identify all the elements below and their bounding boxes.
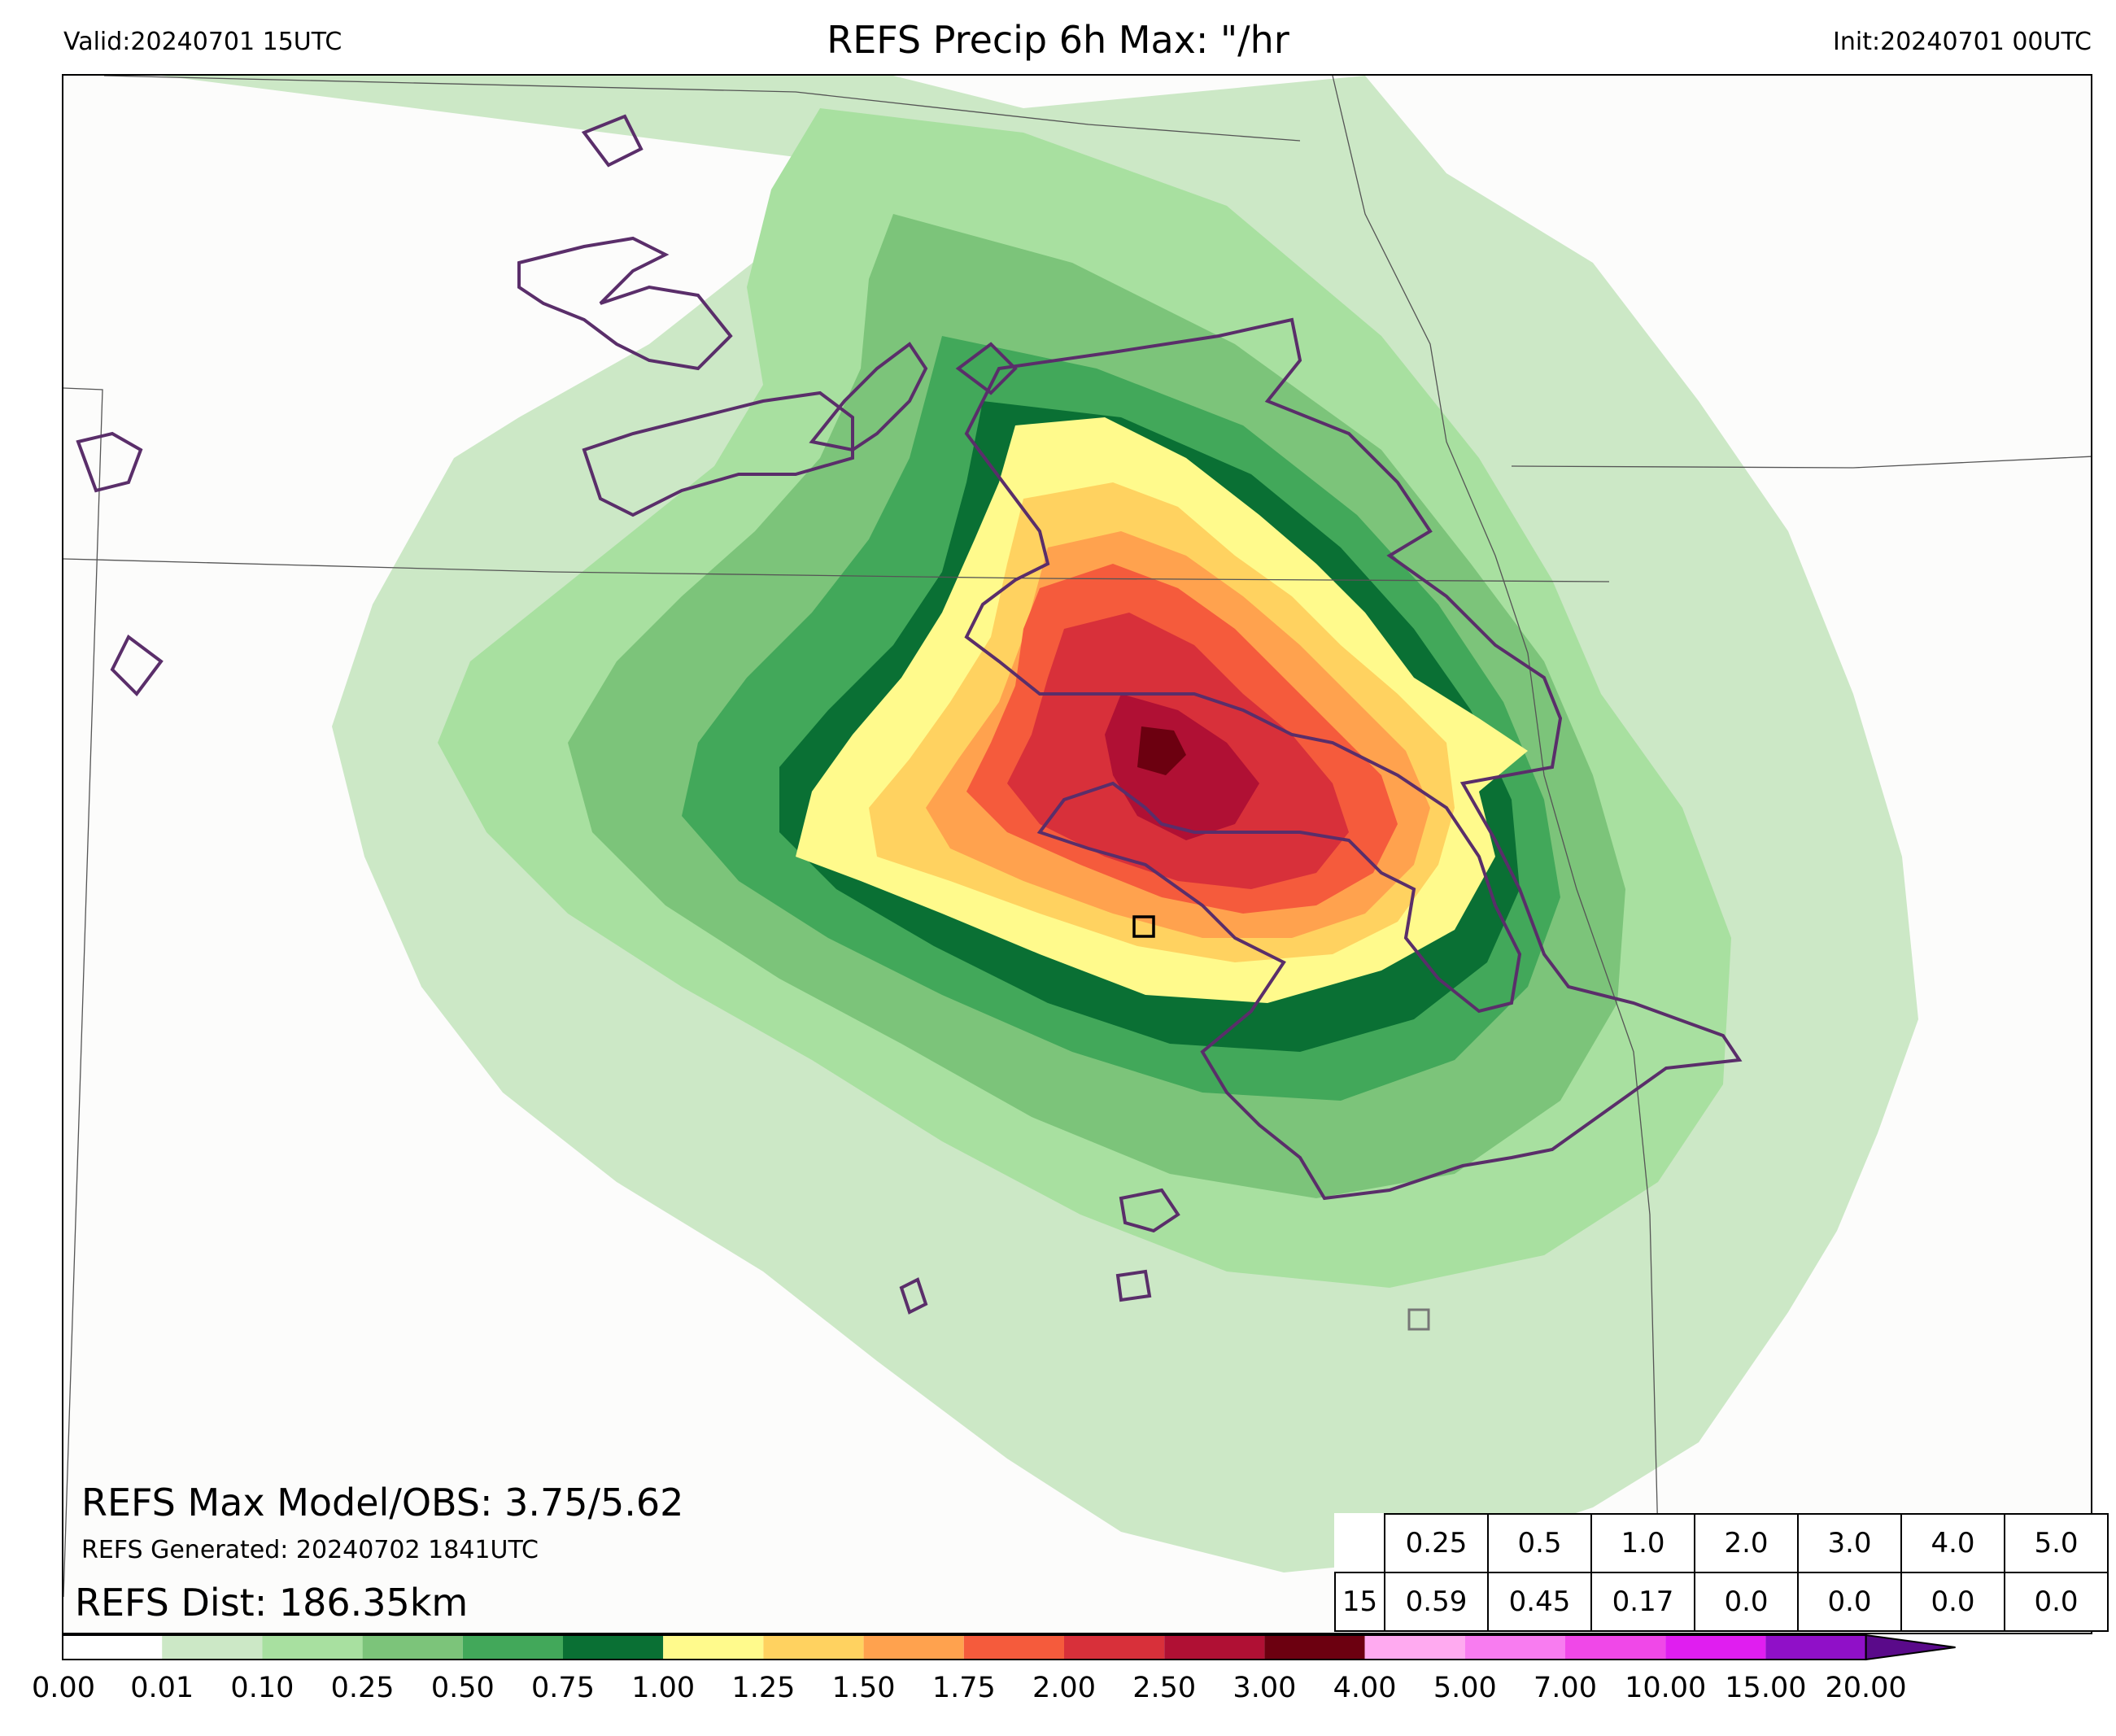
prob-value-1: 0.59 [1384, 1572, 1489, 1632]
colorbar-tick-label: 10.00 [1625, 1672, 1707, 1704]
obs-contours [76, 114, 1743, 1315]
state-border-east [1332, 76, 1659, 1541]
colorbar-tick-label: 0.00 [32, 1672, 95, 1704]
colorbar-tick-label: 5.00 [1433, 1672, 1497, 1704]
prob-threshold-1: 0.25 [1384, 1513, 1489, 1573]
prob-table-hour: 15 [1334, 1572, 1385, 1632]
prob-threshold-7: 5.0 [2004, 1513, 2109, 1573]
prob-table-corner [1335, 1514, 1385, 1572]
colorbar-outline [62, 1634, 1867, 1660]
colorbar-segment-5 [563, 1635, 664, 1660]
colorbar-segment-0 [62, 1635, 163, 1660]
colorbar-tick-label: 0.25 [330, 1672, 395, 1704]
precip-map [62, 74, 2092, 1634]
precip-map-canvas [63, 76, 2091, 1598]
probability-table: 0.25 0.5 1.0 2.0 3.0 4.0 5.0 15 0.59 0.4… [1334, 1513, 2109, 1632]
prob-value-4: 0.0 [1694, 1572, 1799, 1632]
prob-value-6: 0.0 [1900, 1572, 2005, 1632]
colorbar-segment-4 [462, 1635, 563, 1660]
colorbar-tick-label: 7.00 [1534, 1672, 1597, 1704]
obs-contour-left [582, 390, 854, 517]
precip-shading [161, 76, 1918, 1572]
colorbar-tick-label: 1.75 [931, 1672, 996, 1704]
colorbar-tick-label: 15.00 [1725, 1672, 1807, 1704]
prob-threshold-3: 1.0 [1590, 1513, 1695, 1573]
colorbar-tick-label: 3.00 [1233, 1672, 1297, 1704]
colorbar-segment-17 [1765, 1635, 1866, 1660]
colorbar-segment-12 [1264, 1635, 1365, 1660]
prob-table-value-row: 15 0.59 0.45 0.17 0.0 0.0 0.0 0.0 [1334, 1572, 2109, 1632]
colorbar-segment-1 [162, 1635, 263, 1660]
colorbar-tick-label: 4.00 [1333, 1672, 1397, 1704]
obs-contour-mid [809, 342, 928, 452]
prob-value-3: 0.17 [1590, 1572, 1695, 1632]
colorbar-tick-label: 0.50 [430, 1672, 495, 1704]
colorbar-segment-14 [1464, 1635, 1565, 1660]
colorbar-tick-label: 1.00 [631, 1672, 696, 1704]
state-borders [63, 76, 2091, 1598]
colorbar-segment-9 [963, 1635, 1064, 1660]
colorbar-tick-label: 1.50 [831, 1672, 896, 1704]
colorbar-tick-label: 2.50 [1132, 1672, 1197, 1704]
colorbar-segment-3 [362, 1635, 463, 1660]
state-border-upper [103, 76, 1301, 142]
colorbar-segment-2 [262, 1635, 363, 1660]
obs-contour-main [964, 317, 1743, 1201]
colorbar-segment-13 [1364, 1635, 1465, 1660]
obs-contour-small-1 [955, 342, 1018, 395]
obs-contour-south [1119, 1188, 1180, 1233]
colorbar [62, 1633, 1956, 1661]
precip-band-3.00 [1137, 726, 1186, 775]
colorbar-segment-7 [763, 1635, 864, 1660]
obs-contour-blob-2 [1115, 1269, 1152, 1302]
colorbar-segment-10 [1064, 1635, 1165, 1660]
prob-value-7: 0.0 [2004, 1572, 2109, 1632]
obs-contour-nw [517, 236, 733, 371]
colorbar-segment-15 [1565, 1635, 1666, 1660]
prob-threshold-6: 4.0 [1900, 1513, 2005, 1573]
colorbar-tick-label: 0.10 [230, 1672, 294, 1704]
prob-table-header-row: 0.25 0.5 1.0 2.0 3.0 4.0 5.0 [1335, 1513, 2109, 1573]
colorbar-segment-8 [863, 1635, 964, 1660]
obs-contour-west [76, 431, 143, 493]
colorbar-segment-6 [663, 1635, 764, 1660]
prob-threshold-4: 2.0 [1694, 1513, 1799, 1573]
colorbar-extend-arrow [1865, 1633, 1956, 1661]
colorbar-tick-label: 1.25 [731, 1672, 796, 1704]
generated-label: REFS Generated: 20240702 1841UTC [81, 1536, 539, 1564]
obs-marker [1407, 1308, 1430, 1331]
distance-label: REFS Dist: 186.35km [75, 1581, 469, 1625]
colorbar-tick-label: 20.00 [1825, 1672, 1907, 1704]
init-time-label: Init:20240701 00UTC [1833, 28, 2092, 56]
state-border-right [1511, 456, 2091, 469]
valid-time-label: Valid:20240701 15UTC [63, 28, 342, 56]
state-border-north [63, 387, 103, 1598]
max-model-obs-label: REFS Max Model/OBS: 3.75/5.62 [81, 1481, 684, 1524]
colorbar-tick-label: 0.75 [531, 1672, 595, 1704]
colorbar-segment-11 [1164, 1635, 1265, 1660]
obs-contour-small-2 [110, 634, 164, 697]
obs-contour-blob-1 [581, 114, 644, 168]
prob-threshold-5: 3.0 [1797, 1513, 1902, 1573]
prob-value-2: 0.45 [1487, 1572, 1592, 1632]
obs-contour-small-3 [899, 1277, 928, 1315]
colorbar-tick-label: 0.01 [130, 1672, 194, 1704]
max-model-marker [1132, 915, 1155, 938]
map-title: REFS Precip 6h Max: "/hr [827, 18, 1289, 62]
prob-threshold-2: 0.5 [1487, 1513, 1592, 1573]
colorbar-tick-label: 2.00 [1032, 1672, 1096, 1704]
colorbar-segment-16 [1665, 1635, 1766, 1660]
prob-value-5: 0.0 [1797, 1572, 1902, 1632]
